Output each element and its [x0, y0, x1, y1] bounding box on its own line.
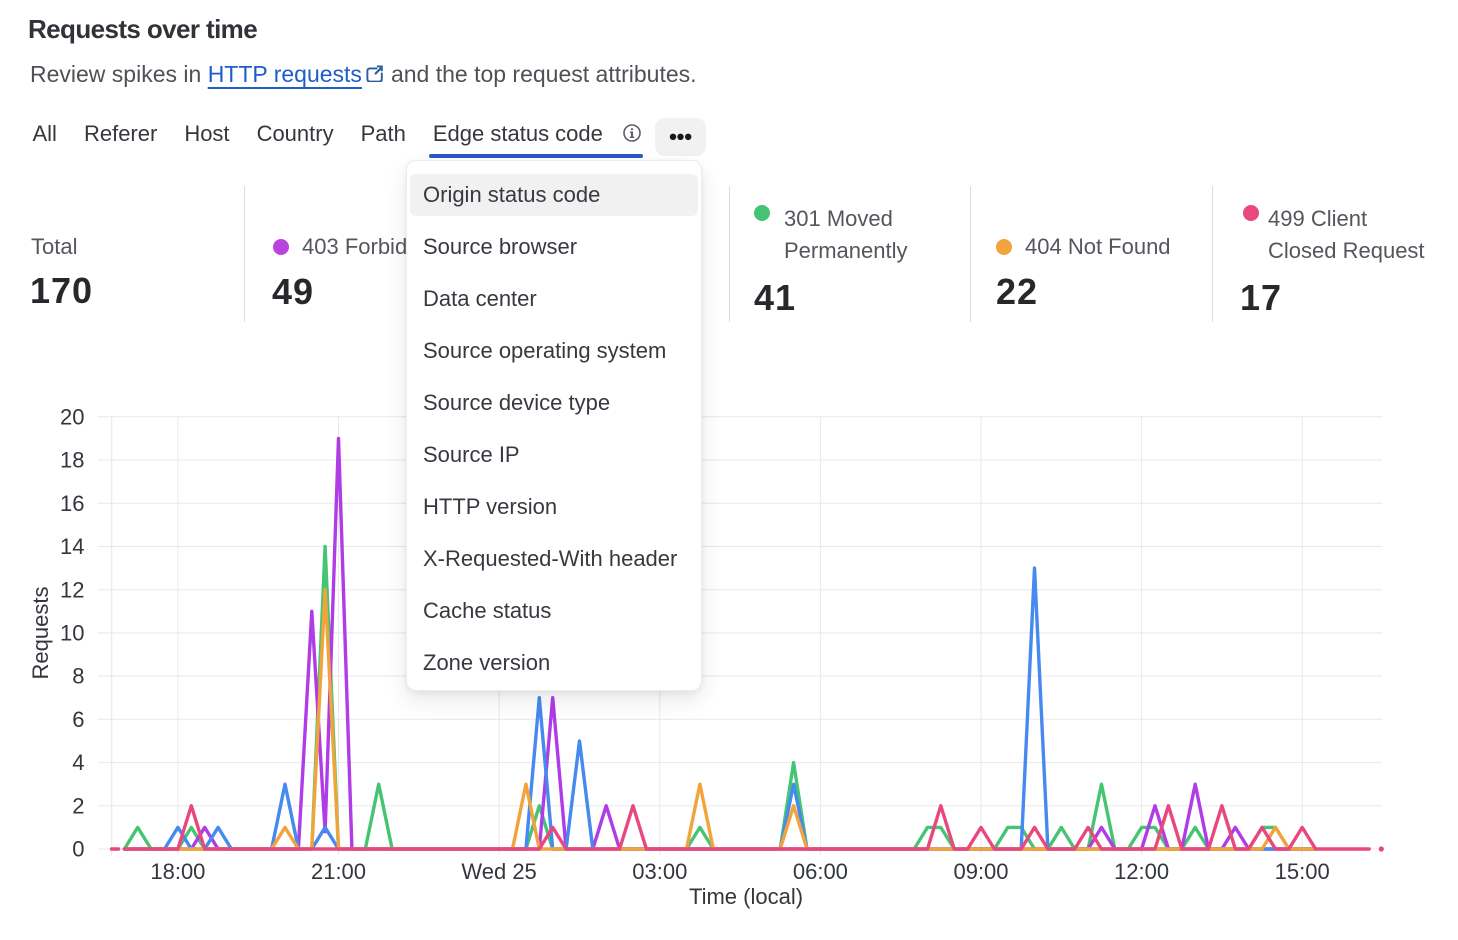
svg-text:2: 2	[72, 793, 84, 818]
svg-text:06:00: 06:00	[793, 859, 848, 884]
svg-text:4: 4	[72, 750, 84, 775]
svg-text:Time (local): Time (local)	[689, 884, 803, 909]
svg-text:09:00: 09:00	[953, 859, 1008, 884]
svg-text:6: 6	[72, 707, 84, 732]
svg-text:0: 0	[72, 837, 84, 862]
svg-text:20: 20	[60, 404, 84, 429]
svg-text:16: 16	[60, 491, 84, 516]
svg-text:21:00: 21:00	[311, 859, 366, 884]
svg-text:10: 10	[60, 621, 84, 646]
svg-text:12:00: 12:00	[1114, 859, 1169, 884]
svg-text:18: 18	[60, 448, 84, 473]
svg-text:15:00: 15:00	[1275, 859, 1330, 884]
svg-text:Wed 25: Wed 25	[461, 859, 536, 884]
svg-text:14: 14	[60, 534, 84, 559]
svg-text:Requests: Requests	[28, 587, 53, 680]
svg-text:03:00: 03:00	[632, 859, 687, 884]
svg-text:12: 12	[60, 577, 84, 602]
svg-text:8: 8	[72, 664, 84, 689]
svg-text:18:00: 18:00	[150, 859, 205, 884]
